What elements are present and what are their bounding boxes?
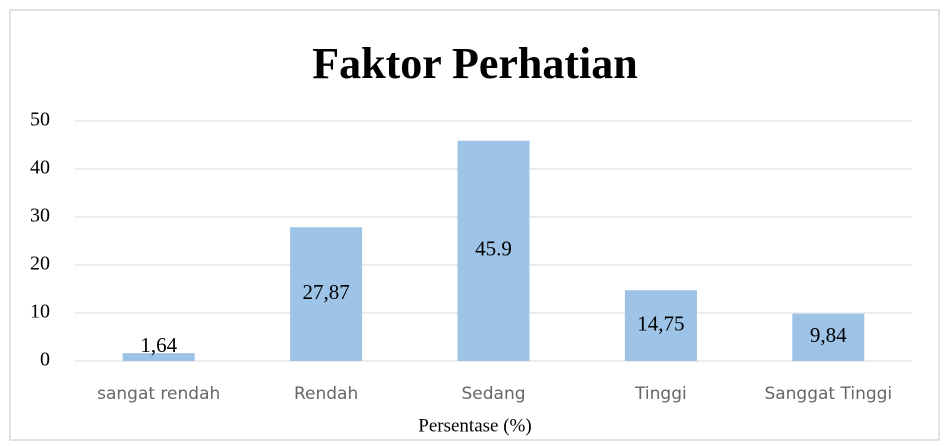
bar xyxy=(792,313,865,361)
x-tick-label: sangat rendah xyxy=(97,384,220,404)
x-tick-label: Sanggat Tinggi xyxy=(764,384,892,404)
y-tick-label: 20 xyxy=(30,253,50,275)
data-label: 9,84 xyxy=(810,323,847,347)
bar xyxy=(290,227,363,361)
data-label: 14,75 xyxy=(637,311,684,335)
x-axis-title: Persentase (%) xyxy=(418,415,531,436)
y-tick-label: 10 xyxy=(30,301,50,323)
x-tick-label: Tinggi xyxy=(634,384,687,404)
data-label: 27,87 xyxy=(302,280,349,304)
x-tick-label: Rendah xyxy=(294,384,358,404)
x-tick-label: Sedang xyxy=(461,384,525,404)
y-tick-label: 40 xyxy=(30,157,50,179)
bar xyxy=(122,353,195,361)
bar xyxy=(457,140,530,361)
y-tick-label: 0 xyxy=(40,349,50,371)
data-label: 1,64 xyxy=(140,333,177,357)
y-tick-label: 30 xyxy=(30,205,50,227)
bar xyxy=(624,290,697,361)
chart-title: Faktor Perhatian xyxy=(312,39,638,88)
y-tick-label: 50 xyxy=(30,109,50,131)
data-label: 45.9 xyxy=(475,237,512,261)
